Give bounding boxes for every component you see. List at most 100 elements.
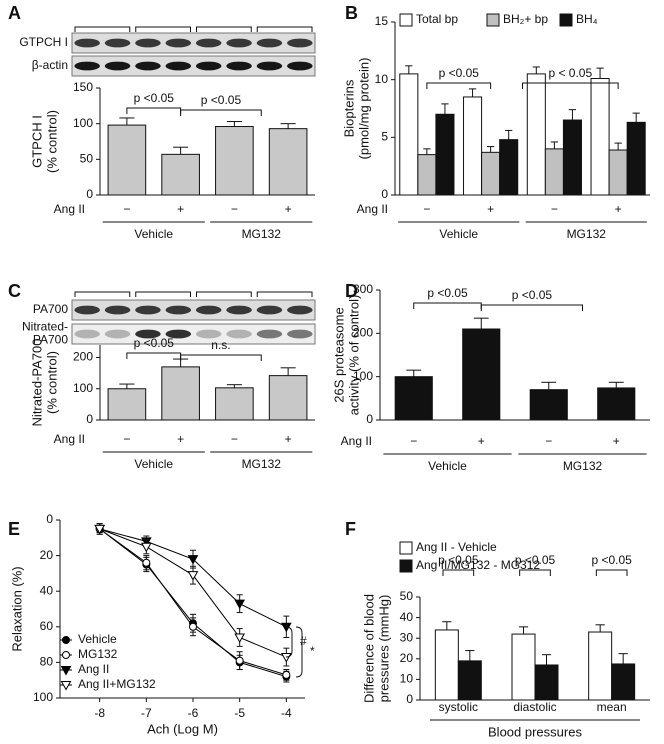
legend-label: Total bp (416, 12, 458, 26)
annotation: p <0.05 (439, 66, 480, 80)
y-tick-label: 0 (46, 512, 53, 526)
lane-bracket (196, 26, 252, 32)
bracket (595, 569, 628, 576)
y-axis-title: Biopterins (341, 79, 356, 137)
row-label: Ang II (54, 432, 85, 446)
x-tick-label: − (423, 202, 430, 216)
y-tick-label: 0 (86, 187, 93, 201)
x-tick-label: + (177, 432, 184, 446)
y-tick-label: 50 (80, 152, 94, 166)
blot-band (74, 38, 100, 48)
blot-band (135, 61, 161, 71)
bar (529, 389, 568, 421)
blot-band (74, 329, 100, 339)
bar (562, 119, 582, 196)
x-tick-label: -7 (141, 706, 152, 720)
group-label: Vehicle (439, 227, 478, 241)
y-axis-title: pressures (mmHg) (376, 595, 391, 703)
bracket (522, 82, 619, 89)
row-label: Ang II (357, 202, 388, 216)
x-tick-label: -5 (234, 706, 245, 720)
legend-marker (60, 681, 72, 691)
bar (268, 375, 308, 421)
x-tick-label: systolic (439, 700, 478, 714)
point (282, 670, 291, 679)
panel-letter: C (8, 281, 21, 301)
blot-background (71, 323, 316, 345)
bar (626, 121, 646, 196)
annotation: p <0.05 (515, 553, 556, 567)
y-tick-label: 60 (40, 619, 54, 633)
lane-bracket (256, 26, 313, 32)
panel-letter: D (345, 281, 358, 301)
y-axis-title: (% control) (44, 351, 59, 414)
legend-label: Ang II - Vehicle (416, 540, 497, 554)
bar (590, 78, 610, 196)
blot-band (195, 61, 222, 71)
legend-swatch (559, 13, 573, 27)
blot-band (104, 38, 131, 48)
blot-band (226, 305, 252, 315)
group-label: MG132 (567, 227, 607, 241)
y-tick-label: 40 (40, 583, 54, 597)
x-tick-label: − (545, 434, 552, 448)
bracket (442, 569, 475, 576)
x-axis-title: Ach (Log M) (147, 721, 218, 736)
x-tick-label: -4 (281, 706, 292, 720)
panel-letter: E (8, 519, 20, 539)
blot-label: PA700 (33, 333, 68, 347)
blot-band (226, 61, 252, 71)
point (142, 558, 151, 567)
blot-band (74, 305, 100, 315)
annotation: * (310, 644, 315, 658)
point (140, 542, 152, 553)
bar (268, 128, 308, 196)
point (235, 656, 244, 665)
blot-label: GTPCH I (19, 35, 68, 49)
bracket (285, 626, 293, 658)
bar (161, 153, 200, 196)
blot-background (71, 299, 316, 321)
lane-bracket (135, 291, 191, 297)
group-label: Vehicle (134, 457, 173, 471)
annotation: p <0.05 (438, 553, 479, 567)
bar (544, 148, 564, 196)
annotation: p <0.05 (591, 553, 632, 567)
bar (215, 387, 254, 421)
annotation: p < 0.05 (548, 66, 592, 80)
legend-marker (60, 666, 72, 676)
annotation: p <0.05 (201, 93, 242, 107)
blot-band (135, 305, 161, 315)
bar (107, 388, 147, 421)
legend-marker (62, 651, 70, 659)
bar (107, 124, 147, 196)
blot-band (74, 61, 100, 71)
x-tick-label: + (285, 202, 292, 216)
bar (417, 154, 437, 196)
y-tick-label: 100 (353, 369, 373, 383)
blot-background (71, 32, 316, 54)
x-tick-label: -8 (94, 706, 105, 720)
y-tick-label: 10 (375, 72, 389, 86)
blot-background (71, 55, 316, 77)
x-tick-label: + (613, 434, 620, 448)
x-axis-title: Blood pressures (488, 724, 582, 739)
annotation: # (300, 634, 307, 648)
x-tick-label: − (123, 432, 130, 446)
y-axis-title: 26S proteasome (331, 307, 346, 402)
legend-label: Ang II (78, 662, 109, 676)
bracket (295, 626, 303, 678)
bar (608, 149, 628, 196)
y-axis-title: Relaxation (%) (9, 566, 24, 651)
legend-label: BH₂+ bp (503, 12, 548, 26)
lane-bracket (74, 291, 131, 297)
blot-band (226, 38, 252, 48)
row-label: Ang II (54, 202, 85, 216)
blot-band (287, 305, 313, 315)
y-axis-title: GTPCH I (29, 115, 44, 168)
y-tick-label: 0 (381, 187, 388, 201)
panel-letter: F (345, 519, 356, 539)
legend-label: Ang II+MG132 (78, 677, 156, 691)
x-tick-label: + (487, 202, 494, 216)
